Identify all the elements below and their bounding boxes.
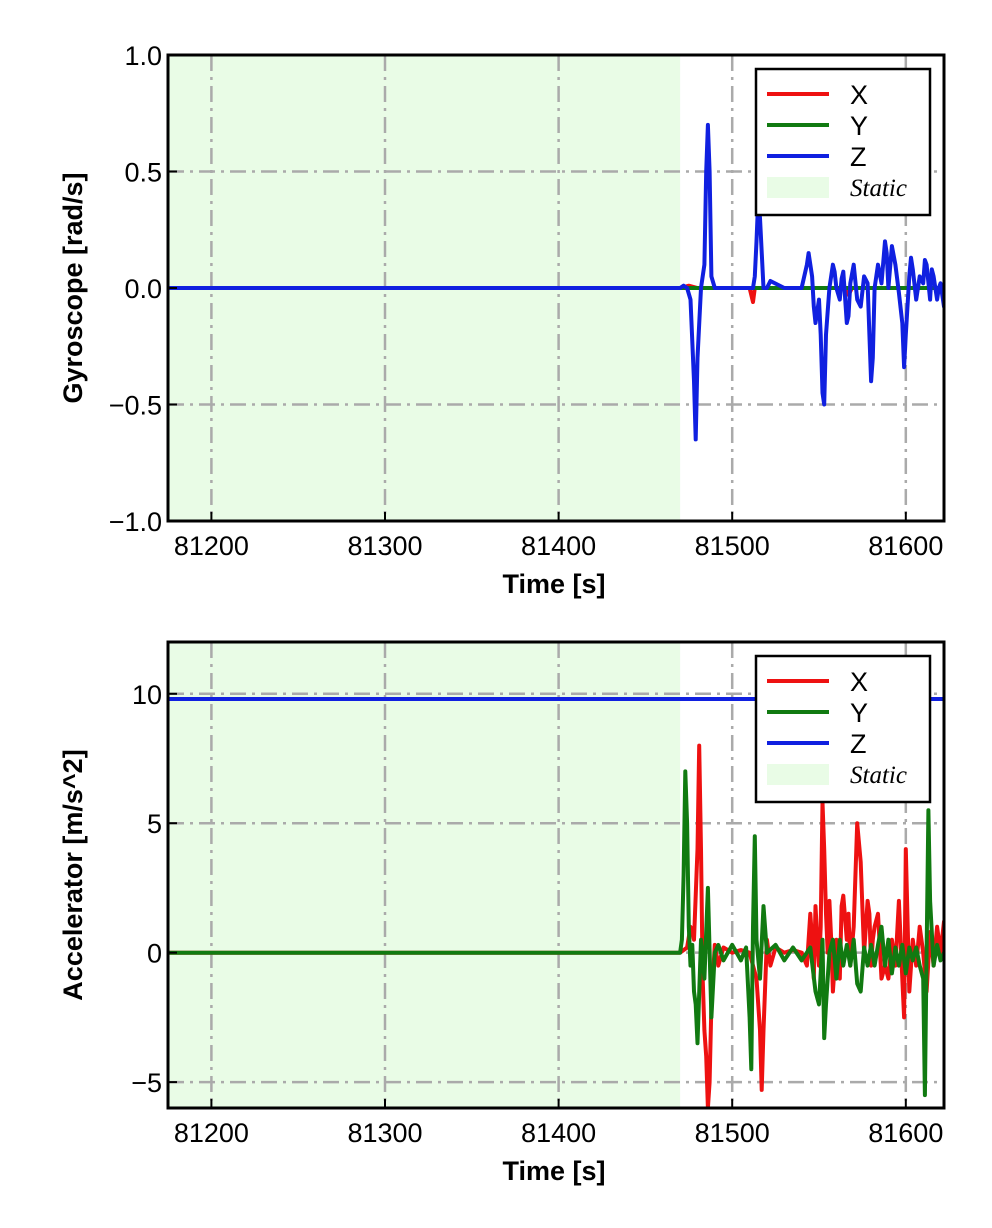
legend: XYZ Static <box>754 654 932 804</box>
y-axis-title: Gyroscope [rad/s] <box>58 172 88 403</box>
chart-2: 81200 81300 81400 81500 81600 −5 0 5 10 Time [s] A… <box>58 640 946 1186</box>
x-tick-label: 81200 <box>174 1118 249 1148</box>
y-tick-label: 0 <box>147 939 162 969</box>
x-tick-label: 81200 <box>174 531 249 561</box>
x-tick-label: 81300 <box>347 531 422 561</box>
y-tick-label: 0.0 <box>124 274 162 304</box>
y-tick-label: −5 <box>131 1068 162 1098</box>
legend-label-x: X <box>850 667 868 697</box>
y-tick-label: 5 <box>147 809 162 839</box>
legend: XYZ Static <box>754 67 932 217</box>
legend-label-static: Static <box>850 175 907 202</box>
x-tick-label: 81500 <box>695 1118 770 1148</box>
y-tick-label: −1.0 <box>109 507 162 537</box>
legend-label-static: Static <box>850 762 907 789</box>
x-axis-title: Time [s] <box>502 1156 605 1186</box>
legend-label-z: Z <box>850 142 867 172</box>
legend-label-y: Y <box>850 111 868 141</box>
legend-label-x: X <box>850 80 868 110</box>
legend-label-y: Y <box>850 698 868 728</box>
x-axis-title: Time [s] <box>502 569 605 599</box>
x-tick-label: 81600 <box>868 531 943 561</box>
x-tick-label: 81300 <box>347 1118 422 1148</box>
y-tick-label: 10 <box>132 680 162 710</box>
legend-label-z: Z <box>850 729 867 759</box>
y-axis-title: Accelerator [m/s^2] <box>58 749 88 1000</box>
plot-frame <box>166 640 946 1110</box>
x-tick-label: 81400 <box>521 1118 596 1148</box>
y-tick-label: −0.5 <box>109 391 162 421</box>
x-tick-label: 81500 <box>695 531 770 561</box>
chart-1: 81200 81300 81400 81500 81600 −1.0 −0.5 0.0 0.5 1… <box>58 41 946 599</box>
series-line-z <box>168 122 944 442</box>
y-tick-label: 0.5 <box>124 158 162 188</box>
legend-swatch-static <box>767 177 829 198</box>
legend-swatch-static <box>767 764 829 785</box>
static-region <box>168 642 681 1108</box>
y-tick-label: 1.0 <box>124 41 162 71</box>
series-line-y <box>168 769 944 1098</box>
series-group <box>168 122 944 442</box>
x-tick-label: 81400 <box>521 531 596 561</box>
x-tick-label: 81600 <box>868 1118 943 1148</box>
